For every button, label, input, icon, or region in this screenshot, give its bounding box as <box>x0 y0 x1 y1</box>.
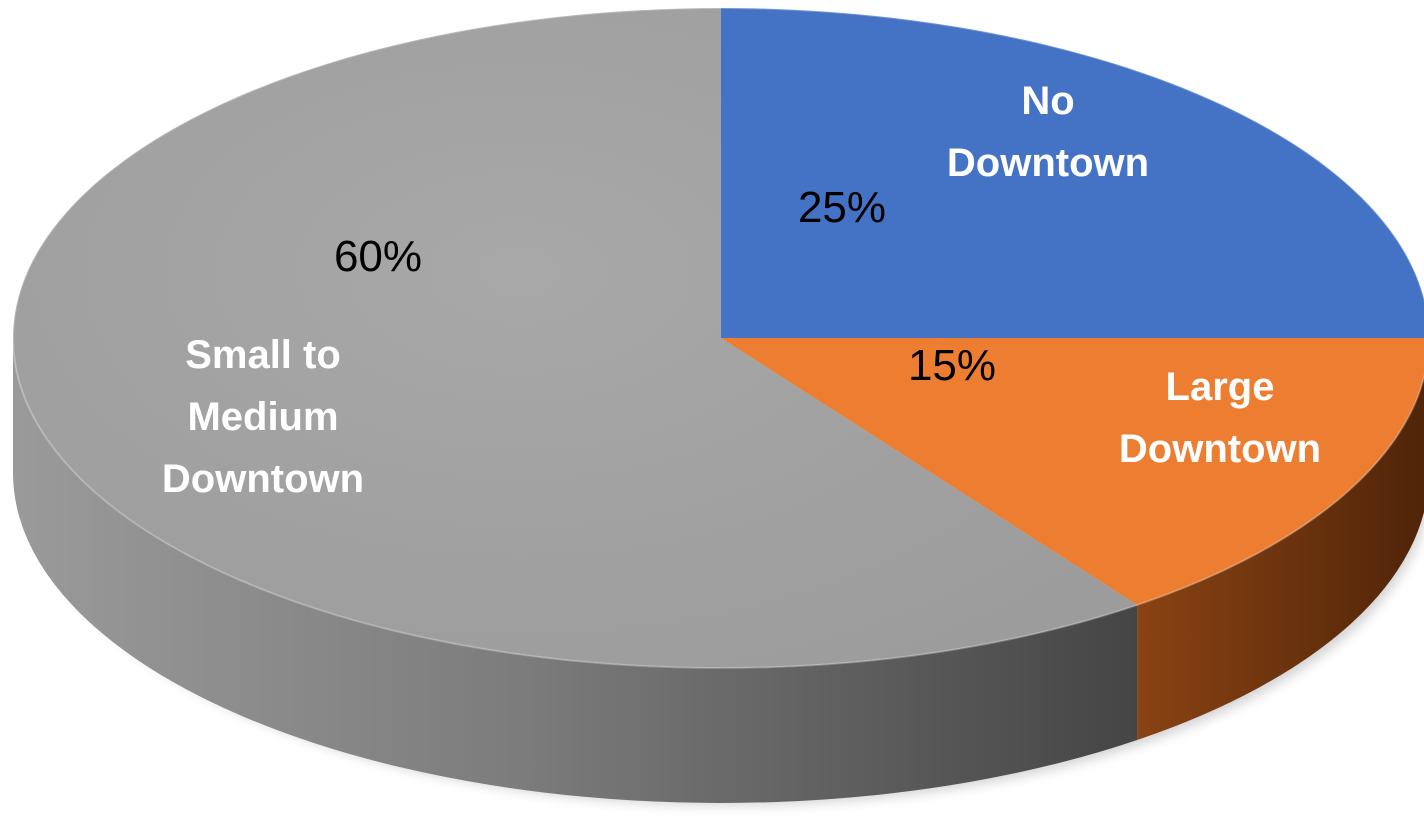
pie-slice-large-downtown <box>721 338 1424 605</box>
data-label-small-to-medium-downtown: 60% <box>334 232 422 281</box>
pie-rim <box>12 7 1424 669</box>
pie-slice-no-downtown <box>721 8 1424 338</box>
data-label-no-downtown: 25% <box>798 183 886 232</box>
category-label-large-downtown: Large Downtown <box>1119 365 1321 471</box>
pie-side-large-downtown <box>1137 377 1424 740</box>
category-label-small-to-medium-downtown: Small to Medium Downtown <box>162 333 364 501</box>
category-label-line: Downtown <box>947 141 1149 185</box>
category-label-line: Downtown <box>1119 427 1321 471</box>
data-label-large-downtown: 15% <box>908 341 996 390</box>
pie-side-small-to-medium-downtown <box>13 338 1138 803</box>
pie-labels: 25% No Downtown 15% Large Downtown 60% Small to… <box>162 79 1321 501</box>
category-label-no-downtown: No Downtown <box>947 79 1149 185</box>
pie-tops <box>12 7 1424 669</box>
category-label-line: Small to <box>185 333 341 377</box>
category-label-line: No <box>1021 79 1074 123</box>
category-label-line: Large <box>1166 365 1275 409</box>
category-label-line: Downtown <box>162 457 364 501</box>
pie-slice-small-to-medium-downtown <box>12 8 1138 668</box>
category-label-line: Medium <box>187 395 338 439</box>
